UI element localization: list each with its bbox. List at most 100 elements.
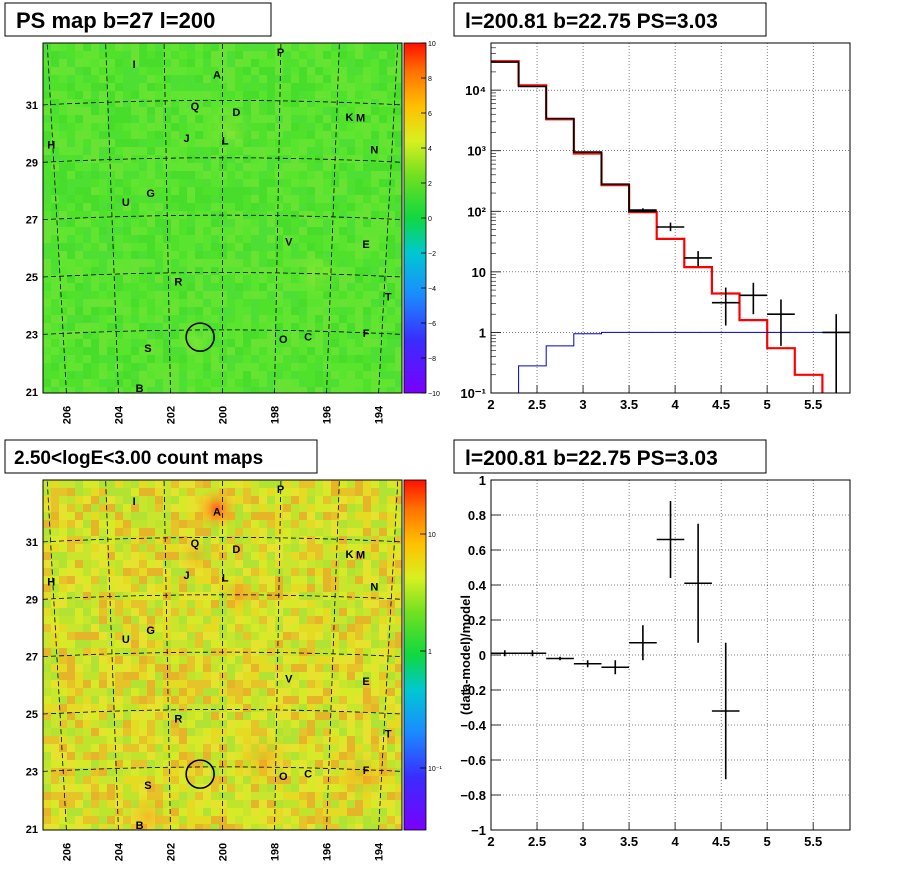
map-pixel — [139, 235, 147, 243]
map-pixel — [251, 331, 259, 339]
map-pixel — [179, 227, 187, 235]
map-pixel — [51, 147, 59, 155]
map-pixel — [323, 672, 331, 680]
map-pixel — [59, 147, 67, 155]
map-pixel — [387, 387, 395, 393]
map-pixel — [75, 776, 83, 784]
map-pixel — [283, 155, 291, 163]
map-pixel — [259, 520, 267, 528]
map-pixel — [307, 616, 315, 624]
map-pixel — [283, 800, 291, 808]
map-pixel — [379, 347, 387, 355]
map-pixel — [211, 43, 219, 51]
map-pixel — [323, 624, 331, 632]
map-pixel — [331, 704, 339, 712]
map-pixel — [123, 283, 131, 291]
map-pixel — [227, 331, 235, 339]
map-pixel — [387, 195, 395, 203]
map-pixel — [379, 800, 387, 808]
map-pixel — [283, 696, 291, 704]
map-pixel — [83, 600, 91, 608]
map-pixel — [67, 131, 75, 139]
map-pixel — [371, 267, 379, 275]
map-pixel — [371, 371, 379, 379]
map-pixel — [363, 355, 371, 363]
map-pixel — [307, 560, 315, 568]
map-pixel — [155, 480, 163, 488]
map-pixel — [155, 592, 163, 600]
map-pixel — [291, 107, 299, 115]
map-pixel — [395, 155, 402, 163]
map-pixel — [235, 560, 243, 568]
map-pixel — [251, 259, 259, 267]
map-pixel — [219, 67, 227, 75]
map-pixel — [115, 363, 123, 371]
map-pixel — [251, 512, 259, 520]
map-pixel — [91, 552, 99, 560]
map-pixel — [163, 83, 171, 91]
map-pixel — [59, 600, 67, 608]
map-pixel — [67, 520, 75, 528]
map-pixel — [275, 664, 283, 672]
map-pixel — [307, 512, 315, 520]
map-pixel — [83, 624, 91, 632]
map-pixel — [371, 704, 379, 712]
source-label: E — [362, 239, 369, 251]
map-pixel — [275, 363, 283, 371]
source-label: J — [184, 570, 190, 582]
map-pixel — [91, 83, 99, 91]
map-pixel — [123, 728, 131, 736]
map-pixel — [147, 267, 155, 275]
map-pixel — [387, 355, 395, 363]
map-pixel — [67, 347, 75, 355]
map-pixel — [283, 664, 291, 672]
map-pixel — [235, 387, 243, 393]
map-pixel — [355, 504, 363, 512]
map-pixel — [299, 211, 307, 219]
map-pixel — [147, 480, 155, 488]
map-pixel — [131, 656, 139, 664]
map-pixel — [339, 67, 347, 75]
map-pixel — [307, 496, 315, 504]
map-pixel — [115, 616, 123, 624]
map-pixel — [59, 355, 67, 363]
map-pixel — [259, 784, 267, 792]
map-pixel — [67, 512, 75, 520]
map-pixel — [387, 488, 395, 496]
map-pixel — [139, 528, 147, 536]
source-label: F — [363, 765, 370, 777]
map-pixel — [251, 147, 259, 155]
map-pixel — [171, 512, 179, 520]
map-pixel — [227, 251, 235, 259]
map-pixel — [219, 379, 227, 387]
map-pixel — [371, 656, 379, 664]
map-pixel — [355, 616, 363, 624]
map-pixel — [227, 59, 235, 67]
map-pixel — [347, 808, 355, 816]
map-pixel — [363, 163, 371, 171]
map-pixel — [307, 608, 315, 616]
map-pixel — [259, 672, 267, 680]
map-pixel — [323, 323, 331, 331]
map-pixel — [203, 608, 211, 616]
map-pixel — [211, 624, 219, 632]
map-pixel — [83, 776, 91, 784]
map-pixel — [395, 552, 402, 560]
map-pixel — [67, 720, 75, 728]
map-pixel — [67, 179, 75, 187]
map-pixel — [323, 291, 331, 299]
map-pixel — [363, 680, 371, 688]
map-pixel — [339, 267, 347, 275]
map-pixel — [379, 123, 387, 131]
map-x-tick: 202 — [165, 843, 177, 861]
map-pixel — [91, 219, 99, 227]
map-pixel — [259, 163, 267, 171]
map-pixel — [363, 235, 371, 243]
map-pixel — [219, 51, 227, 59]
map-pixel — [371, 536, 379, 544]
map-pixel — [51, 752, 59, 760]
map-pixel — [67, 259, 75, 267]
map-pixel — [187, 632, 195, 640]
map-pixel — [315, 568, 323, 576]
map-pixel — [91, 824, 99, 830]
